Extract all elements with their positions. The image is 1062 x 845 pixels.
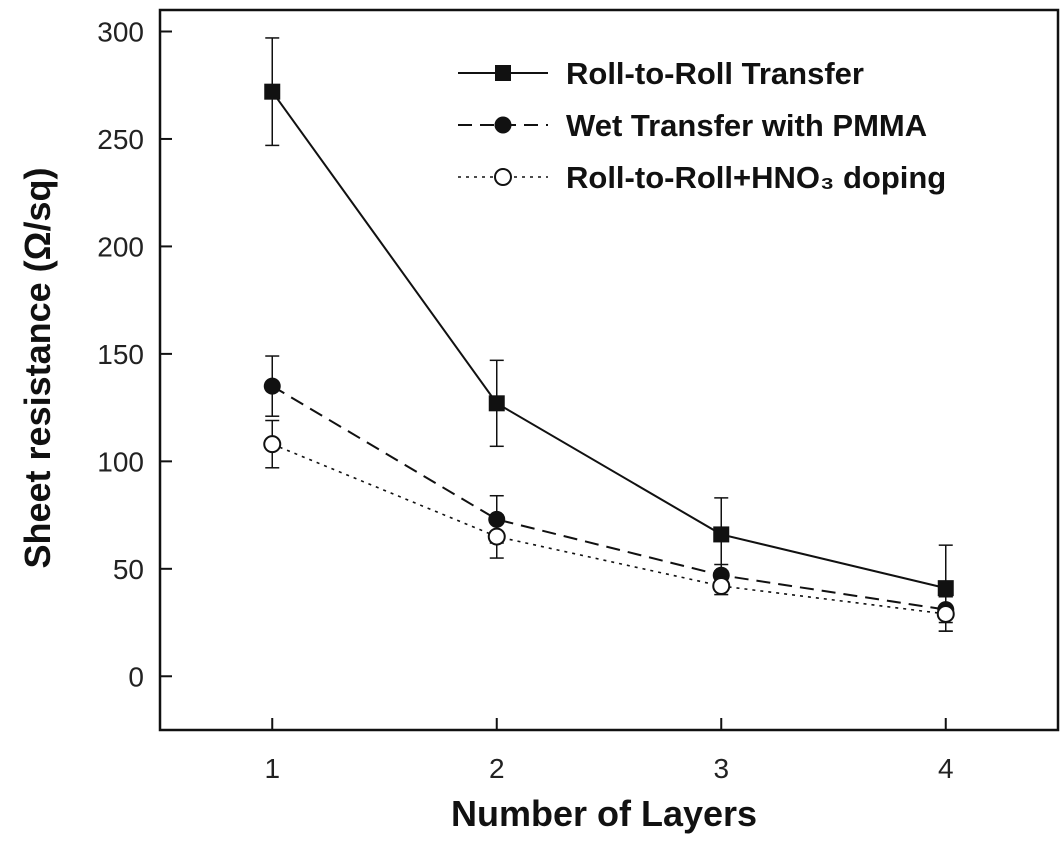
legend-marker — [495, 65, 511, 81]
data-point — [936, 604, 955, 623]
data-point — [487, 527, 506, 546]
y-tick-label: 250 — [97, 124, 144, 155]
y-tick-label: 0 — [128, 661, 144, 692]
x-tick-label: 3 — [713, 753, 729, 784]
series-layer — [263, 37, 955, 632]
data-point — [488, 395, 505, 412]
series-3 — [263, 419, 955, 632]
series-line — [271, 91, 946, 590]
legend-label: Roll-to-Roll+HNO₃ doping — [566, 160, 946, 195]
plot-frame — [158, 8, 1060, 732]
legend-marker — [494, 168, 512, 186]
data-point — [264, 83, 281, 100]
y-axis-title: Sheet resistance (Ω/sq) — [17, 167, 58, 568]
legend-item: Roll-to-Roll+HNO₃ doping — [458, 160, 946, 195]
data-point — [712, 577, 731, 595]
y-tick-label: 50 — [113, 554, 144, 585]
series-line — [271, 385, 946, 611]
data-point — [263, 377, 281, 395]
legend-label: Wet Transfer with PMMA — [566, 108, 927, 143]
legend: Roll-to-Roll Transfer Wet Transfer with P… — [458, 56, 946, 195]
x-axis-ticks: 1 2 3 4 — [264, 718, 954, 784]
y-tick-label: 150 — [97, 339, 144, 370]
legend-item: Roll-to-Roll Transfer — [458, 56, 864, 91]
x-tick-label: 2 — [489, 753, 505, 784]
x-axis-title: Number of Layers — [451, 793, 757, 834]
legend-item: Wet Transfer with PMMA — [458, 108, 927, 143]
x-tick-label: 4 — [938, 753, 954, 784]
series-line — [271, 443, 946, 615]
y-tick-label: 300 — [97, 16, 144, 47]
y-tick-label: 100 — [97, 446, 144, 477]
data-point — [713, 526, 730, 543]
y-axis-ticks: 0 50 100 150 200 250 300 — [97, 16, 172, 692]
series-1 — [264, 37, 954, 632]
legend-marker — [494, 116, 512, 134]
x-tick-label: 1 — [264, 753, 280, 784]
data-point — [937, 580, 954, 597]
legend-label: Roll-to-Roll Transfer — [566, 56, 864, 91]
data-point — [263, 435, 282, 454]
y-tick-label: 200 — [97, 231, 144, 262]
series-2 — [263, 355, 955, 624]
